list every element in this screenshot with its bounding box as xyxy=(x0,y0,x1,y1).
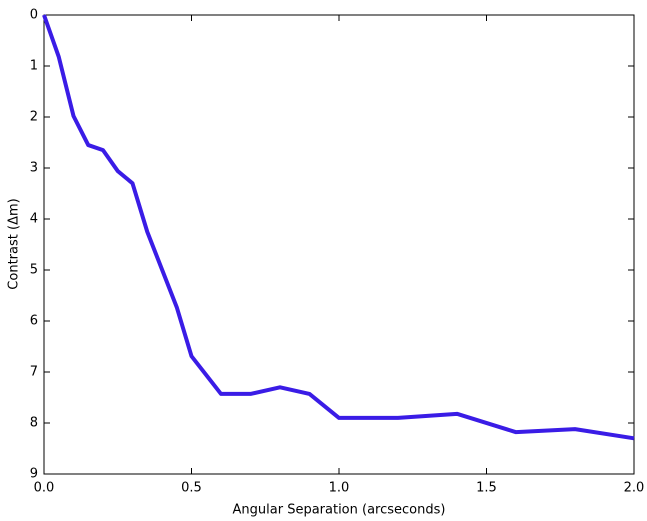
y-tick-label: 2 xyxy=(30,110,38,125)
y-tick-label: 4 xyxy=(30,212,38,227)
y-tick-label: 9 xyxy=(30,467,38,482)
x-tick-label: 2.0 xyxy=(624,481,645,496)
x-axis-label: Angular Separation (arcseconds) xyxy=(233,503,446,518)
y-tick-label: 3 xyxy=(30,161,38,176)
y-tick-label: 8 xyxy=(30,416,38,431)
x-tick-label: 0.0 xyxy=(34,481,55,496)
y-tick-label: 1 xyxy=(30,59,38,74)
plot-frame xyxy=(43,14,635,475)
y-tick-label: 0 xyxy=(30,8,38,23)
y-tick-label: 5 xyxy=(30,263,38,278)
x-tick-label: 0.5 xyxy=(181,481,202,496)
data-line xyxy=(42,14,635,441)
y-tick-label: 6 xyxy=(30,314,38,329)
x-tick-label: 1.5 xyxy=(476,481,497,496)
y-axis-label: Contrast (Δm) xyxy=(7,198,22,289)
y-tick-label: 7 xyxy=(30,365,38,380)
x-tick-label: 1.0 xyxy=(329,481,350,496)
